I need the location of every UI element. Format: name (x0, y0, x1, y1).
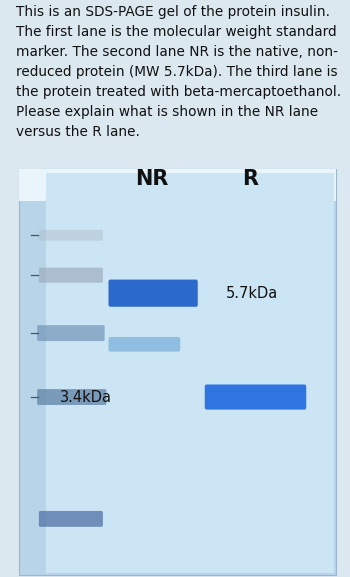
FancyBboxPatch shape (19, 169, 336, 575)
FancyBboxPatch shape (205, 384, 306, 410)
Text: 3.4kDa: 3.4kDa (60, 389, 112, 404)
FancyBboxPatch shape (37, 389, 106, 405)
FancyBboxPatch shape (37, 325, 105, 341)
FancyBboxPatch shape (39, 511, 103, 527)
FancyBboxPatch shape (108, 280, 198, 307)
Text: R: R (242, 168, 258, 189)
Text: NR: NR (135, 168, 169, 189)
FancyBboxPatch shape (19, 169, 336, 201)
FancyBboxPatch shape (39, 268, 103, 283)
FancyBboxPatch shape (39, 230, 103, 241)
Text: 5.7kDa: 5.7kDa (226, 286, 278, 301)
FancyBboxPatch shape (46, 173, 334, 573)
FancyBboxPatch shape (108, 337, 180, 351)
Text: This is an SDS-PAGE gel of the protein insulin.
The first lane is the molecular : This is an SDS-PAGE gel of the protein i… (16, 5, 341, 139)
